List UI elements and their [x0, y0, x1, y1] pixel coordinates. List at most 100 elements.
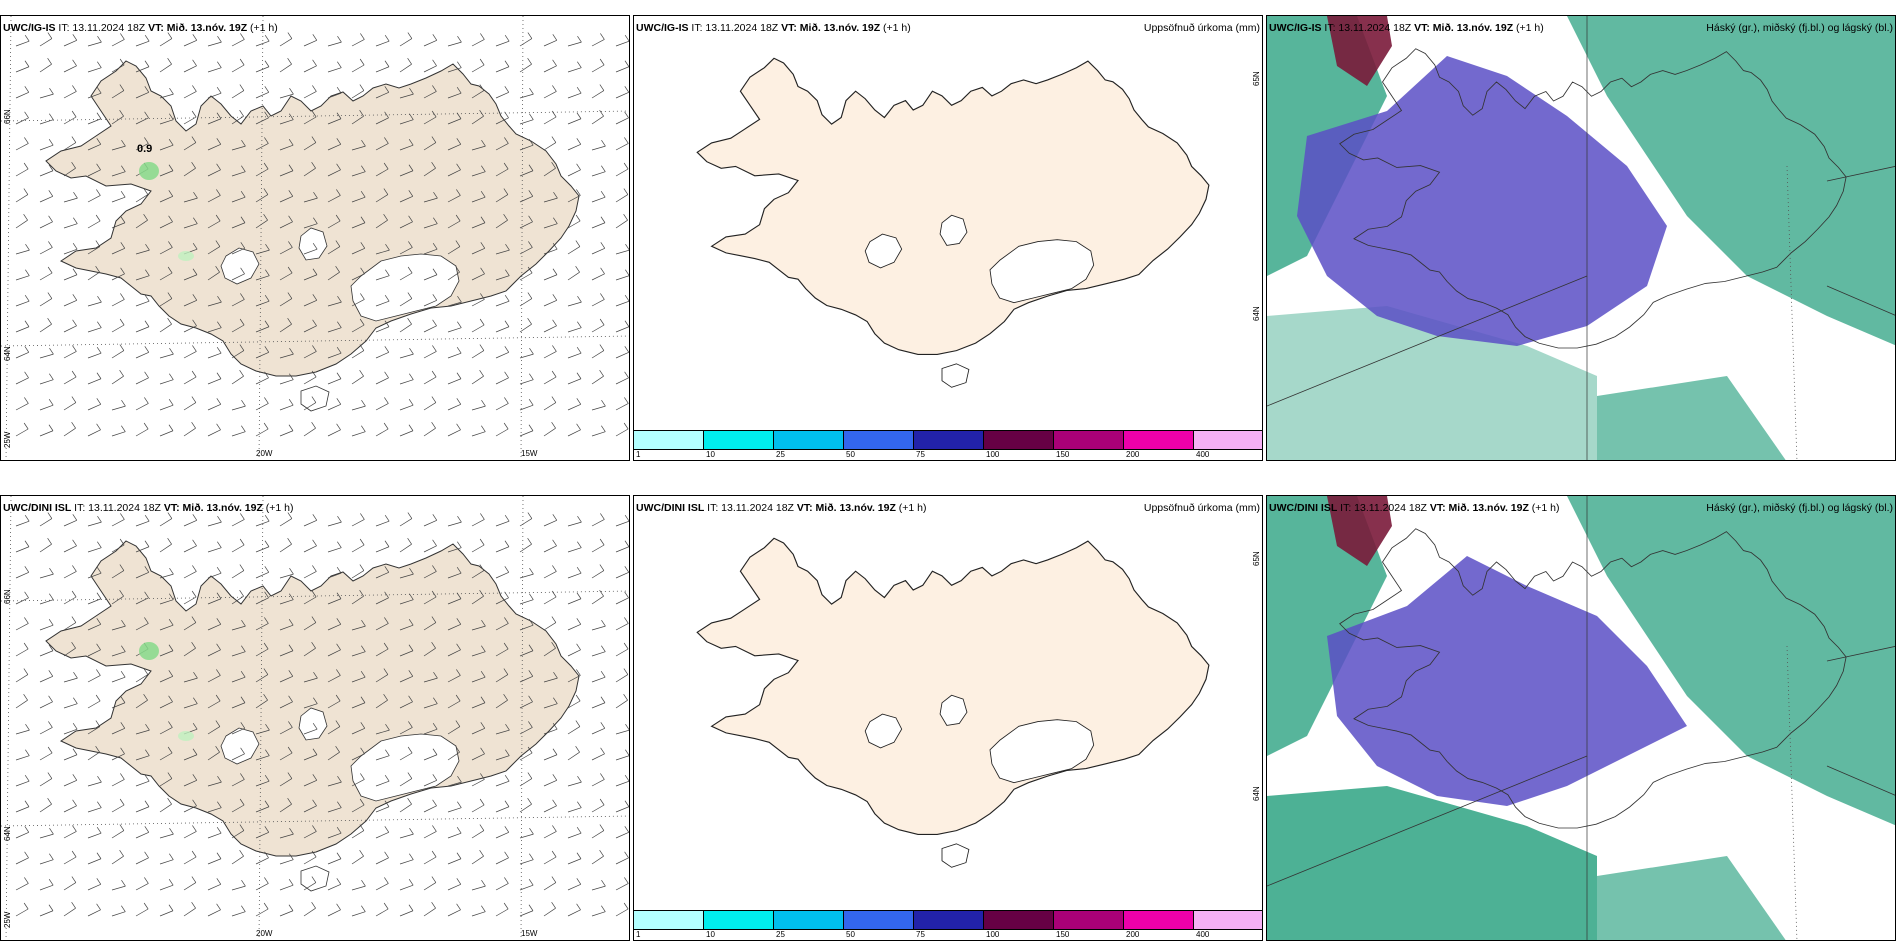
wind-barb: [279, 644, 294, 657]
wind-barb: [615, 371, 629, 385]
wind-barb: [279, 746, 293, 761]
wind-barb: [15, 162, 29, 177]
low-cloud-area: [1327, 16, 1392, 86]
wind-barb: [63, 514, 78, 527]
wind-barb: [39, 215, 53, 229]
wind-barb: [63, 697, 78, 709]
longitude-label: 15W: [521, 929, 538, 938]
wind-barb: [615, 295, 629, 307]
wind-barb: [543, 345, 557, 359]
wind-barb: [615, 877, 629, 891]
wind-barb: [159, 292, 173, 307]
wind-barb: [207, 694, 221, 709]
wind-barb: [135, 515, 150, 527]
model-name: UWC/IG-IS: [636, 22, 689, 34]
wind-barb: [495, 137, 509, 151]
vt-label: VT:: [148, 22, 167, 34]
wind-barb: [591, 671, 606, 683]
it-value: 13.11.2024 18Z: [721, 502, 797, 514]
wind-barb: [207, 720, 221, 735]
wind-barb: [519, 904, 534, 917]
wind-barb: [255, 60, 270, 73]
wind-barb: [351, 722, 366, 735]
wind-barb: [111, 242, 126, 255]
wind-barb: [207, 372, 222, 385]
wind-barb: [207, 903, 221, 917]
wind-barb: [111, 671, 126, 683]
colorbar-tick-label: 200: [1126, 930, 1140, 939]
precip-map: [696, 57, 1210, 388]
latitude-label: 64N: [3, 346, 12, 361]
boundary-line: [1267, 755, 1588, 887]
wind-barb: [279, 139, 294, 151]
wind-barb: [447, 265, 460, 281]
wind-barb: [255, 775, 270, 787]
wind-barb: [423, 136, 437, 151]
wind-barb: [183, 565, 197, 579]
wind-barb: [39, 32, 53, 47]
wind-barb: [135, 320, 150, 333]
panel-title: Háský (gr.), miðský (fj.bl.) og lágský (…: [1706, 22, 1893, 34]
wind-barb: [447, 878, 462, 891]
wind-barb: [399, 593, 414, 605]
wind-barb: [543, 396, 557, 411]
wind-barb: [327, 745, 340, 761]
wind-barb: [543, 217, 558, 229]
wind-barb: [471, 849, 484, 865]
wind-barb: [567, 35, 582, 47]
vt-label: VT:: [1429, 502, 1449, 514]
wind-map: [1, 16, 629, 460]
wind-barb: [111, 564, 125, 579]
wind-barb: [231, 722, 246, 735]
wind-barb: [135, 591, 149, 605]
colorbar-segment: [1194, 911, 1262, 929]
wind-barb: [567, 720, 581, 735]
wind-barb: [303, 671, 318, 683]
wind-barb: [351, 242, 366, 255]
wind-barb: [447, 138, 462, 151]
wind-barb: [255, 749, 270, 761]
wind-barb: [279, 190, 294, 203]
wind-barb: [39, 746, 53, 761]
wind-barb: [567, 138, 582, 151]
wind-barb: [423, 616, 437, 631]
wind-barb: [567, 189, 581, 203]
wind-barb: [495, 617, 509, 631]
wind-barb: [519, 215, 533, 229]
wind-barb: [87, 112, 102, 125]
wind-barb: [351, 645, 366, 657]
wind-barb: [351, 293, 365, 307]
wind-barb: [495, 515, 510, 527]
wind-barb: [567, 112, 582, 125]
wind-barb: [423, 85, 437, 99]
wind-barb: [519, 241, 533, 255]
wind-barb: [447, 347, 462, 359]
colorbar-tick-label: 1: [636, 930, 641, 939]
wind-barb: [183, 110, 197, 125]
wind-barb: [615, 397, 629, 411]
wind-barb: [543, 774, 558, 787]
wind-barb: [279, 373, 294, 385]
wind-barb: [15, 515, 30, 527]
wind-barb: [543, 825, 557, 839]
wind-barb: [63, 616, 77, 631]
glacier: [298, 707, 328, 741]
wind-barb: [87, 878, 102, 891]
wind-barb: [39, 537, 52, 553]
wind-barb: [567, 61, 582, 73]
wind-barb: [615, 515, 629, 527]
wind-barb: [87, 775, 102, 787]
wind-barb: [519, 619, 534, 631]
wind-barb: [567, 240, 581, 255]
precip-spot: [178, 251, 194, 261]
wind-barb: [87, 398, 102, 411]
colorbar-segment: [704, 911, 774, 929]
wind-barb: [39, 266, 53, 281]
wind-barb: [471, 139, 486, 151]
iceland-land: [696, 57, 1210, 355]
panel-header: UWC/DINI ISL IT: 13.11.2024 18Z VT: Mið.…: [1269, 502, 1560, 514]
wind-barb: [15, 877, 29, 891]
wind-barb: [447, 372, 462, 385]
wind-barb: [399, 827, 414, 839]
wind-barb: [39, 292, 53, 307]
